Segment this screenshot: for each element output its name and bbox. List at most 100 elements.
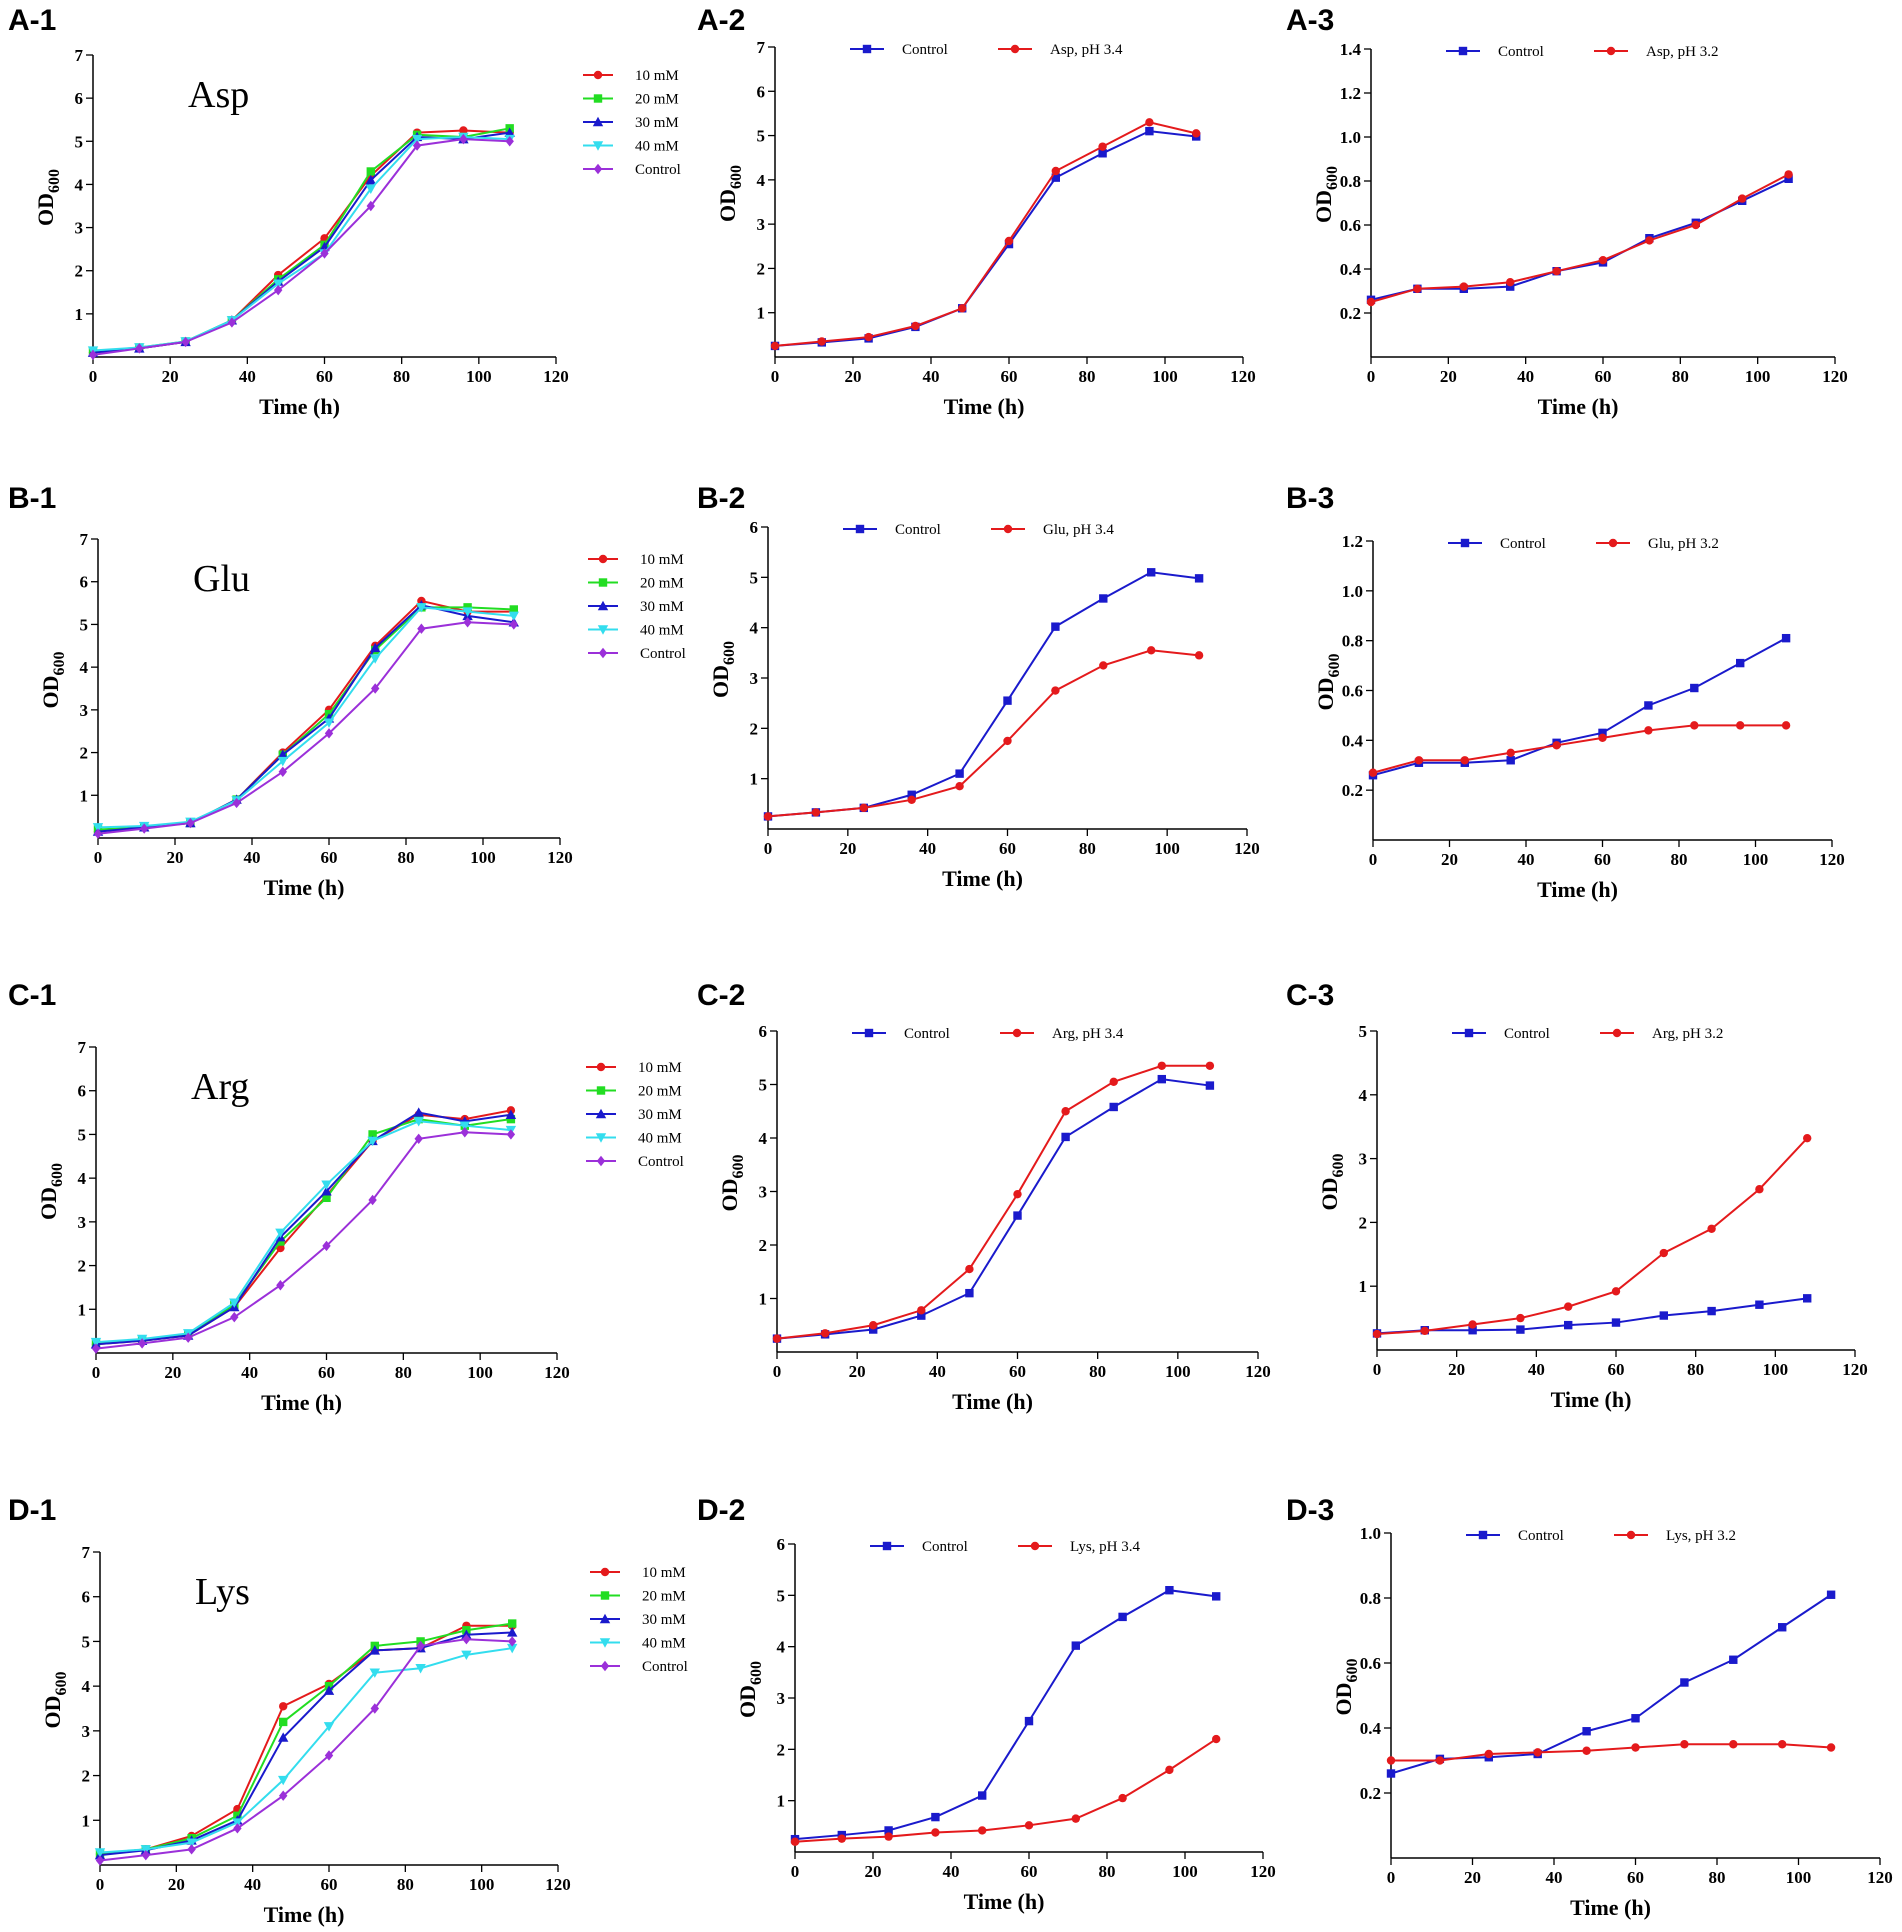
legend-label: 10 mM (635, 68, 679, 84)
series-control (1368, 633, 1791, 780)
data-point (1659, 1311, 1668, 1320)
x-axis-title: Time (h) (942, 866, 1023, 891)
x-tick-label: 0 (1367, 367, 1376, 386)
y-tick-label: 0.4 (1360, 1719, 1382, 1738)
legend-swatch-marker (597, 625, 609, 635)
y-tick-label: 6 (750, 518, 759, 537)
series-10-mm (93, 596, 518, 836)
x-tick-label: 0 (96, 1875, 105, 1894)
y-tick-label: 6 (80, 573, 89, 592)
chart-B-1: B-1 0 20 40 60 80 100 120 1 2 3 4 5 6 7 Time (h) OD600 Gl… (8, 482, 686, 900)
data-point (1386, 1769, 1396, 1778)
y-tick-label: 3 (750, 669, 759, 688)
data-point (232, 797, 241, 809)
x-tick-label: 100 (470, 848, 496, 867)
data-point (1784, 170, 1793, 179)
series-line (95, 1120, 511, 1344)
data-point (459, 133, 468, 145)
x-tick-label: 120 (544, 1363, 570, 1382)
data-point (1582, 1727, 1591, 1736)
series-line (774, 121, 1197, 347)
x-tick-label: 100 (467, 1363, 493, 1382)
y-tick-label: 2 (80, 744, 89, 763)
series-30-mm (94, 1627, 518, 1860)
legend-item: Arg, pH 3.2 (1600, 1026, 1723, 1042)
data-point (978, 1826, 987, 1835)
y-tick-label: 3 (777, 1689, 786, 1708)
x-tick-label: 20 (1464, 1868, 1481, 1887)
series-line (95, 1109, 512, 1346)
data-point (508, 1636, 517, 1647)
legend-label: 20 mM (640, 576, 684, 592)
data-point (230, 1311, 239, 1323)
data-point (1552, 267, 1561, 276)
data-point (508, 611, 519, 622)
legend-item: Control (852, 1026, 950, 1042)
x-tick-label: 80 (1079, 839, 1096, 858)
data-point (1435, 1756, 1445, 1765)
panel-annotation: Glu (193, 558, 250, 600)
y-tick-label: 0.8 (1340, 172, 1361, 191)
x-tick-label: 60 (1001, 367, 1018, 386)
x-tick-label: 20 (162, 367, 179, 386)
legend-item: Glu, pH 3.4 (991, 522, 1114, 538)
y-tick-label: 7 (82, 1543, 91, 1562)
legend-swatch-marker (595, 1133, 607, 1143)
y-axis-title-subscript: 600 (748, 1661, 765, 1685)
series-30-mm (92, 600, 519, 836)
x-tick-label: 20 (1440, 367, 1457, 386)
legend-label: 30 mM (642, 1612, 686, 1628)
y-tick-label: 1 (78, 1300, 87, 1319)
y-tick-label: 3 (78, 1213, 87, 1232)
y-axis-title-subscript: 600 (730, 1155, 747, 1179)
x-tick-label: 40 (1528, 1360, 1545, 1379)
y-tick-label: 2 (1359, 1213, 1368, 1232)
data-point (462, 607, 473, 617)
series-line (1370, 177, 1790, 301)
x-tick-label: 20 (167, 848, 184, 867)
legend-swatch-marker (592, 116, 604, 127)
panel-label: D-2 (697, 1494, 745, 1527)
data-point (370, 654, 381, 664)
legend-item: Control (850, 42, 948, 58)
data-point (277, 756, 288, 767)
series-40-mm (87, 132, 515, 356)
data-point (884, 1832, 893, 1841)
x-tick-label: 40 (923, 367, 940, 386)
data-point (227, 317, 237, 328)
data-point (371, 683, 380, 694)
x-tick-label: 60 (999, 839, 1016, 858)
y-tick-label: 1 (75, 305, 84, 324)
legend-swatch-marker (1010, 44, 1020, 54)
data-point (1460, 756, 1470, 765)
y-tick-label: 5 (82, 1632, 91, 1651)
x-tick-label: 0 (764, 839, 773, 858)
data-point (1729, 1740, 1738, 1749)
y-tick-label: 0.2 (1360, 1784, 1381, 1803)
data-point (1099, 594, 1108, 603)
x-tick-label: 100 (469, 1875, 495, 1894)
legend-label: Control (1518, 1528, 1564, 1544)
data-point (1194, 651, 1204, 660)
data-point (917, 1306, 926, 1315)
data-point (1506, 278, 1515, 287)
data-point (416, 603, 427, 613)
series-line (99, 1638, 513, 1862)
y-tick-label: 1 (1359, 1277, 1368, 1296)
data-point (504, 127, 515, 137)
y-axis-title: OD600 (1317, 1154, 1347, 1211)
data-point (1645, 236, 1654, 245)
data-point (321, 1180, 332, 1190)
y-tick-label: 5 (757, 127, 766, 146)
data-point (1506, 282, 1515, 291)
legend-item: Control (1466, 1528, 1564, 1544)
legend-swatch-marker (1460, 538, 1470, 548)
legend-item: 20 mM (590, 1589, 686, 1605)
data-point (1099, 661, 1108, 670)
x-tick-label: 20 (865, 1862, 882, 1881)
y-tick-label: 2 (78, 1257, 87, 1276)
x-tick-label: 20 (168, 1875, 185, 1894)
series-line (1376, 1137, 1808, 1336)
legend-label: 40 mM (638, 1131, 682, 1147)
series-control (763, 568, 1204, 821)
